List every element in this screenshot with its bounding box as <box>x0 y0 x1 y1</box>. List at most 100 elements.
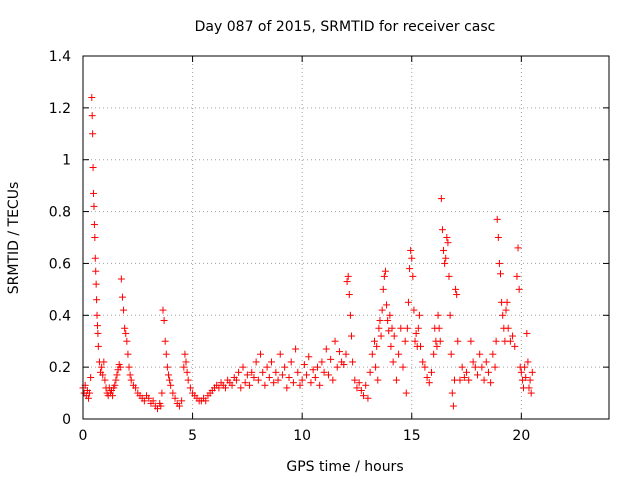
data-point <box>88 112 96 120</box>
y-tick-label: 1.4 <box>49 49 71 65</box>
x-tick-label: 0 <box>79 428 88 444</box>
data-point <box>159 306 167 314</box>
plot-frame <box>82 55 610 420</box>
data-point <box>117 275 125 283</box>
data-point <box>257 350 265 358</box>
data-point <box>292 345 300 353</box>
data-point <box>111 381 119 389</box>
data-point <box>241 379 249 387</box>
data-point <box>91 234 99 241</box>
data-points <box>79 93 536 413</box>
data-point <box>157 402 165 410</box>
data-point <box>300 361 308 369</box>
data-point <box>221 384 229 392</box>
data-point <box>517 368 525 376</box>
data-point <box>351 376 359 384</box>
x-tick-label: 5 <box>188 428 197 444</box>
data-point <box>402 389 410 397</box>
data-point <box>494 234 502 241</box>
x-tick-label: 15 <box>403 428 421 444</box>
data-point <box>305 353 313 361</box>
data-point <box>335 348 343 356</box>
data-point <box>495 259 503 267</box>
data-point <box>436 337 444 345</box>
data-point <box>93 322 101 330</box>
x-tick-label: 10 <box>293 428 311 444</box>
data-point <box>140 397 148 405</box>
data-point <box>381 267 389 275</box>
data-point <box>345 291 353 299</box>
data-point <box>329 376 337 384</box>
data-point <box>296 381 304 389</box>
data-point <box>528 368 536 376</box>
data-point <box>298 376 306 384</box>
data-point <box>447 350 455 358</box>
data-point <box>90 189 98 197</box>
data-point <box>98 363 106 371</box>
data-point <box>248 368 256 376</box>
data-point <box>252 358 260 366</box>
data-point <box>124 350 132 358</box>
data-point <box>93 296 101 304</box>
data-point <box>202 397 210 405</box>
data-point <box>180 363 188 371</box>
data-point <box>91 254 99 262</box>
data-point <box>316 381 324 389</box>
data-point <box>101 376 109 384</box>
x-tick-label: 20 <box>512 428 530 444</box>
data-point <box>94 342 102 350</box>
data-point <box>343 278 351 286</box>
data-point <box>360 392 368 400</box>
data-point <box>121 324 129 332</box>
grid <box>83 56 609 419</box>
data-point <box>458 363 466 371</box>
data-point <box>514 244 522 252</box>
data-point <box>386 311 394 319</box>
y-tick-label: 0 <box>62 412 71 428</box>
y-tick-label: 1.2 <box>49 101 71 117</box>
data-point <box>383 301 391 309</box>
data-point <box>278 371 286 379</box>
data-point <box>250 374 258 382</box>
data-point <box>181 350 189 358</box>
data-point <box>215 384 223 392</box>
data-point <box>333 363 341 371</box>
data-point <box>127 376 135 384</box>
data-point <box>161 337 169 345</box>
data-point <box>285 374 293 382</box>
data-point <box>287 358 295 366</box>
y-tick-label: 0.2 <box>49 360 71 376</box>
data-point <box>372 363 380 371</box>
data-point <box>276 350 284 358</box>
data-point <box>414 324 422 332</box>
data-point <box>109 392 117 400</box>
data-point <box>456 376 464 384</box>
data-point <box>493 215 501 223</box>
data-point <box>246 381 254 389</box>
data-point <box>167 381 175 389</box>
data-point <box>376 316 384 324</box>
data-point <box>112 376 120 384</box>
data-point <box>454 337 462 345</box>
data-point <box>388 324 396 332</box>
data-point <box>373 342 381 350</box>
data-point <box>164 371 172 379</box>
data-point <box>375 324 383 332</box>
data-point <box>263 363 271 371</box>
data-point <box>497 270 505 278</box>
data-point <box>513 272 521 280</box>
data-point <box>515 285 523 293</box>
data-point <box>237 384 245 392</box>
data-point <box>118 293 126 301</box>
data-point <box>395 350 403 358</box>
data-point <box>303 371 311 379</box>
data-point <box>289 379 297 387</box>
data-point <box>178 397 186 405</box>
data-point <box>353 384 361 392</box>
data-point <box>390 332 398 340</box>
data-point <box>355 379 363 387</box>
y-tick-label: 0.6 <box>49 256 71 272</box>
data-point <box>421 363 429 371</box>
data-point <box>182 358 190 366</box>
